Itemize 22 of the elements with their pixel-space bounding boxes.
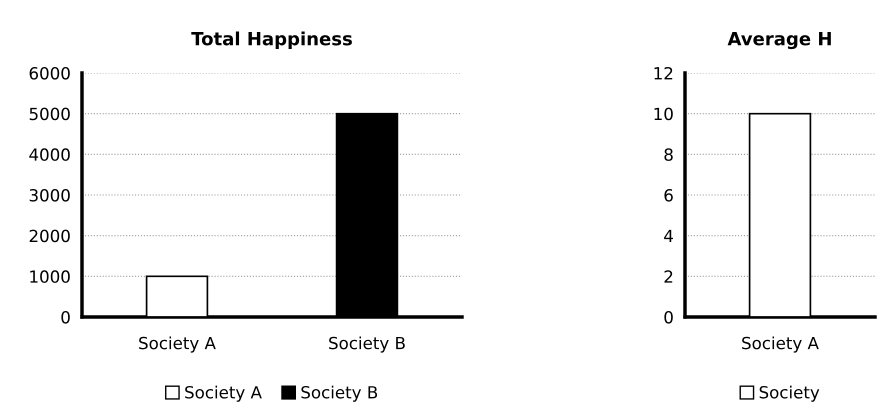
y-tick-label: 5000 xyxy=(30,108,70,120)
legend-label: Society B xyxy=(301,386,378,402)
legend-label: Society A xyxy=(185,386,262,402)
chart-title: Average H xyxy=(728,32,831,50)
x-tick-label: Society A xyxy=(139,336,216,353)
y-tick-label: 0 xyxy=(61,310,70,324)
y-tick-label: 1000 xyxy=(30,270,70,283)
chart-title: Total Happiness xyxy=(191,32,352,49)
y-tick-label: 6 xyxy=(664,188,673,202)
y-tick-label: 8 xyxy=(664,148,673,161)
y-tick-label: 4000 xyxy=(29,148,70,161)
y-tick-label: 6000 xyxy=(30,66,70,80)
y-tick-label: 10 xyxy=(654,108,673,120)
y-tick-label: 4 xyxy=(664,230,673,242)
y-tick-label: 12 xyxy=(654,66,672,80)
y-tick-label: 2 xyxy=(664,270,672,283)
y-tick-label: 3000 xyxy=(30,188,70,202)
y-tick-label: 0 xyxy=(664,310,673,324)
legend-label: Society xyxy=(760,386,820,402)
x-tick-label: Society B xyxy=(329,336,405,353)
y-tick-label: 2000 xyxy=(30,230,70,242)
x-tick-label: Society A xyxy=(742,336,819,353)
